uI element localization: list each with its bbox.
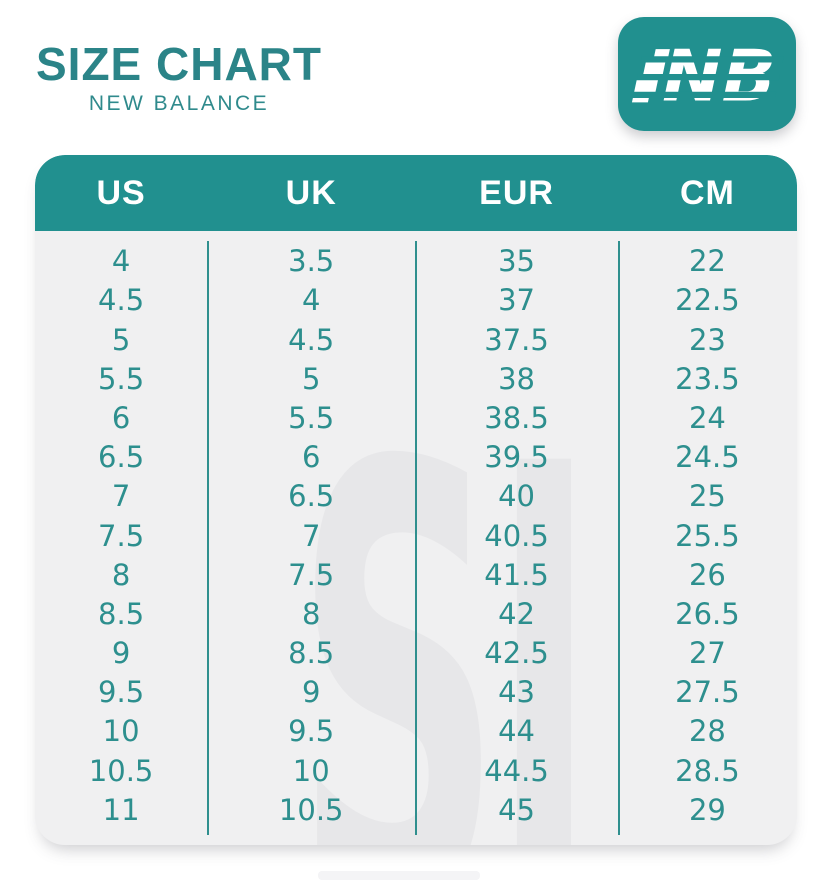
table-cell: 10.5 xyxy=(278,792,344,827)
table-cell: 6.5 xyxy=(98,440,145,475)
page-subtitle: NEW BALANCE xyxy=(88,92,270,116)
table-cell: 44 xyxy=(498,714,536,749)
table-cell: 28.5 xyxy=(675,753,740,788)
table-row: 5 4.5 37.5 23 xyxy=(35,322,797,357)
watermark: SJ xyxy=(294,339,598,846)
table-cell: 38 xyxy=(498,361,536,396)
table-cell: 11 xyxy=(102,792,140,827)
table-cell: 26.5 xyxy=(675,596,740,631)
table-row: 4 3.5 35 22 xyxy=(35,247,797,276)
table-cell: 37 xyxy=(498,283,536,318)
table-cell: 22.5 xyxy=(675,283,740,318)
table-cell: 42.5 xyxy=(484,636,549,671)
table-cell: 40 xyxy=(498,479,536,514)
table-cell: 5.5 xyxy=(288,400,335,435)
table-row: 7.5 7 40.5 25.5 xyxy=(35,518,797,553)
table-cell: 4.5 xyxy=(98,283,145,318)
table-body: 4 3.5 35 22 4.5 4 37 22.5 5 4.5 37.5 23 5.5 5 38 23.5 6 5… xyxy=(35,231,797,845)
table-cell: 24 xyxy=(688,400,726,435)
table-cell: 43 xyxy=(498,675,536,710)
table-cell: 35 xyxy=(498,244,536,279)
table-row: 7 6.5 40 25 xyxy=(35,482,797,511)
table-cell: 7.5 xyxy=(98,518,145,553)
table-cell: 44.5 xyxy=(484,753,549,788)
table-cell: 10 xyxy=(292,753,330,788)
table-cell: 23.5 xyxy=(675,361,740,396)
table-cell: 5 xyxy=(111,322,131,357)
table-cell: 9.5 xyxy=(288,714,335,749)
size-table-panel: SJ US UK EUR CM 4 3.5 35 22 4.5 4 37 22.5 5 4.5 37… xyxy=(35,155,797,845)
table-cell: 8 xyxy=(301,596,321,631)
nb-logo-icon: NB xyxy=(631,34,785,117)
table-cell: 8 xyxy=(111,557,131,592)
table-cell: 40.5 xyxy=(484,518,549,553)
table-cell: 10.5 xyxy=(88,753,154,788)
table-cell: 3.5 xyxy=(288,244,335,279)
title-block: SIZE CHART NEW BALANCE xyxy=(36,40,322,116)
table-cell: 25.5 xyxy=(675,518,740,553)
table-cell: 5.5 xyxy=(98,361,145,396)
table-row: 8 7.5 41.5 26 xyxy=(35,557,797,592)
table-cell: 9 xyxy=(111,636,131,671)
table-row: 10 9.5 44 28 xyxy=(35,717,797,746)
table-cell: 27 xyxy=(688,636,726,671)
table-cell: 39.5 xyxy=(484,440,549,475)
column-header-us: US xyxy=(96,173,146,212)
table-row: 8.5 8 42 26.5 xyxy=(35,596,797,631)
column-header-eur: EUR xyxy=(479,173,554,212)
table-cell: 38.5 xyxy=(484,400,549,435)
table-cell: 8.5 xyxy=(98,596,145,631)
table-cell: 6 xyxy=(301,440,321,475)
table-cell: 4 xyxy=(301,283,321,318)
new-balance-logo: NB xyxy=(618,17,796,131)
table-row: 10.5 10 44.5 28.5 xyxy=(35,753,797,788)
table-cell: 10 xyxy=(102,714,140,749)
table-cell: 22 xyxy=(688,244,726,279)
table-row: 5.5 5 38 23.5 xyxy=(35,361,797,396)
column-header-uk: UK xyxy=(285,173,337,212)
table-cell: 7.5 xyxy=(288,557,335,592)
table-cell: 27.5 xyxy=(675,675,740,710)
table-cell: 9 xyxy=(301,675,321,710)
table-cell: 7 xyxy=(111,479,131,514)
table-cell: 37.5 xyxy=(484,322,549,357)
table-cell: 4.5 xyxy=(288,322,335,357)
table-cell: 25 xyxy=(688,479,726,514)
column-divider xyxy=(617,241,620,835)
column-divider xyxy=(207,241,210,835)
column-divider xyxy=(415,241,418,835)
footer-artifact xyxy=(318,871,480,880)
table-cell: 28 xyxy=(688,714,726,749)
table-cell: 6.5 xyxy=(288,479,335,514)
table-row: 11 10.5 45 29 xyxy=(35,792,797,827)
table-cell: 9.5 xyxy=(98,675,145,710)
table-row: 9 8.5 42.5 27 xyxy=(35,639,797,668)
table-row: 9.5 9 43 27.5 xyxy=(35,678,797,707)
table-cell: 5 xyxy=(301,361,321,396)
table-cell: 4 xyxy=(111,244,131,279)
table-cell: 41.5 xyxy=(484,557,549,592)
table-cell: 42 xyxy=(498,596,536,631)
page-title: SIZE CHART xyxy=(36,38,322,90)
table-cell: 24.5 xyxy=(675,440,740,475)
column-header-cm: CM xyxy=(679,173,735,212)
table-cell: 26 xyxy=(688,557,726,592)
table-row: 4.5 4 37 22.5 xyxy=(35,286,797,315)
table-cell: 7 xyxy=(301,518,321,553)
table-header-row: US UK EUR CM xyxy=(35,155,797,231)
table-cell: 6 xyxy=(111,400,131,435)
table-row: 6 5.5 38.5 24 xyxy=(35,400,797,435)
table-row: 6.5 6 39.5 24.5 xyxy=(35,443,797,472)
table-cell: 23 xyxy=(688,322,726,357)
table-cell: 45 xyxy=(498,792,536,827)
table-cell: 8.5 xyxy=(288,636,335,671)
table-cell: 29 xyxy=(688,792,726,827)
